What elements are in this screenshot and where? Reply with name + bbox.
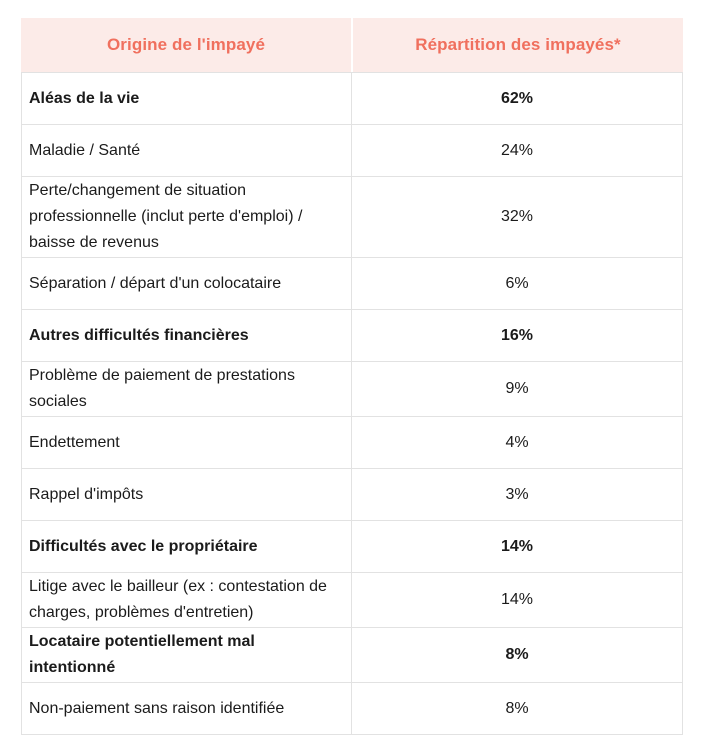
row-label-cell: Perte/changement de situation profession… bbox=[22, 177, 352, 257]
table-header-row: Origine de l'impayé Répartition des impa… bbox=[21, 18, 683, 72]
row-value-cell: 9% bbox=[352, 362, 682, 416]
table-row: Problème de paiement de prestations soci… bbox=[22, 361, 682, 416]
table-row: Aléas de la vie 62% bbox=[22, 72, 682, 124]
row-label: Endettement bbox=[29, 433, 120, 451]
row-value: 3% bbox=[505, 485, 529, 503]
row-label-cell: Non-paiement sans raison identifiée bbox=[22, 683, 352, 734]
row-value-cell: 14% bbox=[352, 573, 682, 627]
row-label-cell: Litige avec le bailleur (ex : contestati… bbox=[22, 573, 352, 627]
row-value: 14% bbox=[500, 537, 534, 555]
row-value-cell: 8% bbox=[352, 628, 682, 682]
row-label: Litige avec le bailleur (ex : contestati… bbox=[29, 578, 327, 621]
row-label-cell: Rappel d'impôts bbox=[22, 469, 352, 520]
row-label-cell: Locataire potentiellement mal intentionn… bbox=[22, 628, 352, 682]
table-row: Séparation / départ d'un colocataire 6% bbox=[22, 257, 682, 309]
row-value-cell: 16% bbox=[352, 310, 682, 361]
table-row: Non-paiement sans raison identifiée 8% bbox=[22, 682, 682, 734]
row-label-cell: Problème de paiement de prestations soci… bbox=[22, 362, 352, 416]
table-row: Maladie / Santé 24% bbox=[22, 124, 682, 176]
row-label-cell: Aléas de la vie bbox=[22, 73, 352, 124]
row-label: Non-paiement sans raison identifiée bbox=[29, 699, 285, 717]
row-value: 62% bbox=[500, 89, 534, 107]
row-value-cell: 4% bbox=[352, 417, 682, 468]
unpaid-rent-origin-table: Origine de l'impayé Répartition des impa… bbox=[21, 18, 683, 735]
row-value-cell: 8% bbox=[352, 683, 682, 734]
row-label: Locataire potentiellement mal intentionn… bbox=[29, 633, 255, 676]
table-row: Rappel d'impôts 3% bbox=[22, 468, 682, 520]
row-label-cell: Autres difficultés financières bbox=[22, 310, 352, 361]
row-label: Problème de paiement de prestations soci… bbox=[29, 367, 295, 410]
row-value-cell: 6% bbox=[352, 258, 682, 309]
row-value-cell: 24% bbox=[352, 125, 682, 176]
row-label-cell: Maladie / Santé bbox=[22, 125, 352, 176]
row-value: 8% bbox=[505, 699, 529, 717]
table-row: Difficultés avec le propriétaire 14% bbox=[22, 520, 682, 572]
table-body: Aléas de la vie 62% Maladie / Santé 24% … bbox=[21, 72, 683, 735]
table-row: Perte/changement de situation profession… bbox=[22, 176, 682, 257]
row-value: 14% bbox=[500, 591, 534, 608]
row-value-cell: 14% bbox=[352, 521, 682, 572]
row-value: 32% bbox=[500, 208, 534, 225]
row-value: 4% bbox=[505, 433, 529, 451]
row-value-cell: 62% bbox=[352, 73, 682, 124]
row-value: 16% bbox=[500, 326, 534, 344]
row-value: 9% bbox=[505, 380, 529, 397]
row-label: Maladie / Santé bbox=[29, 141, 141, 159]
table-row: Autres difficultés financières 16% bbox=[22, 309, 682, 361]
table-row: Litige avec le bailleur (ex : contestati… bbox=[22, 572, 682, 627]
row-label: Rappel d'impôts bbox=[29, 485, 144, 503]
table-row: Endettement 4% bbox=[22, 416, 682, 468]
row-value: 24% bbox=[500, 141, 534, 159]
row-value-cell: 32% bbox=[352, 177, 682, 257]
row-label-cell: Difficultés avec le propriétaire bbox=[22, 521, 352, 572]
row-label: Difficultés avec le propriétaire bbox=[29, 537, 258, 555]
row-label: Aléas de la vie bbox=[29, 89, 140, 107]
column-header-origin: Origine de l'impayé bbox=[21, 18, 351, 72]
table-row: Locataire potentiellement mal intentionn… bbox=[22, 627, 682, 682]
column-header-repartition-label: Répartition des impayés* bbox=[415, 35, 621, 54]
column-header-repartition: Répartition des impayés* bbox=[353, 18, 683, 72]
row-value: 8% bbox=[505, 646, 529, 663]
row-label-cell: Séparation / départ d'un colocataire bbox=[22, 258, 352, 309]
row-label: Séparation / départ d'un colocataire bbox=[29, 274, 282, 292]
row-label-cell: Endettement bbox=[22, 417, 352, 468]
column-header-origin-label: Origine de l'impayé bbox=[106, 35, 266, 54]
row-value: 6% bbox=[505, 274, 529, 292]
row-label: Autres difficultés financières bbox=[29, 326, 249, 344]
row-value-cell: 3% bbox=[352, 469, 682, 520]
row-label: Perte/changement de situation profession… bbox=[29, 182, 303, 251]
